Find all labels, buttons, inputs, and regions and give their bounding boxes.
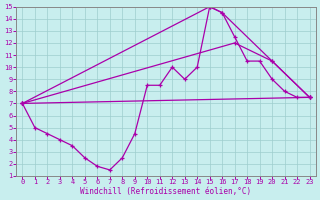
X-axis label: Windchill (Refroidissement éolien,°C): Windchill (Refroidissement éolien,°C) bbox=[80, 187, 252, 196]
